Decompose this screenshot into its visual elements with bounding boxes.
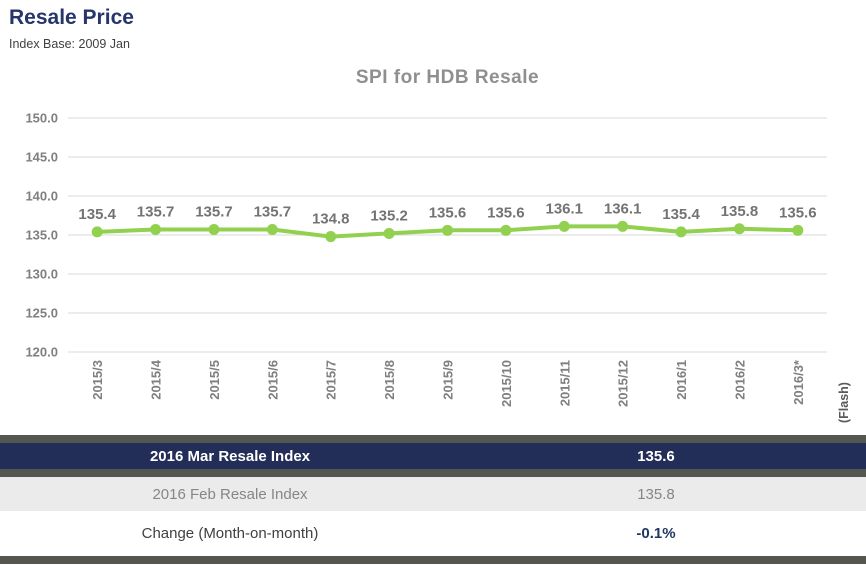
x-axis-tick-label: 2016/3*: [791, 359, 806, 405]
y-axis-tick-label: 130.0: [25, 267, 58, 282]
row-label: 2016 Mar Resale Index: [149, 447, 311, 465]
data-point-marker: [91, 226, 103, 238]
index-base-note: Index Base: 2009 Jan: [9, 37, 130, 51]
summary-table: 2016 Mar Resale Index 135.6 2016 Feb Res…: [0, 435, 866, 564]
x-axis-tick-label: 2015/6: [265, 360, 280, 400]
y-axis-tick-label: 150.0: [25, 111, 58, 126]
data-point-marker: [383, 227, 395, 239]
table-row-change: Change (Month-on-month) -0.1%: [0, 511, 866, 556]
data-point-label: 135.6: [429, 204, 467, 221]
data-point-label: 134.8: [312, 211, 350, 228]
table-separator-top: [0, 435, 866, 443]
chart-title: SPI for HDB Resale: [355, 67, 540, 88]
data-point-label: 135.6: [779, 204, 817, 221]
page-title: Resale Price: [9, 6, 134, 29]
row-value: 135.6: [637, 447, 675, 465]
row-value: -0.1%: [636, 525, 676, 542]
row-label: Change (Month-on-month): [141, 525, 319, 542]
data-point-label: 135.8: [721, 203, 759, 220]
table-row-current-index: 2016 Mar Resale Index 135.6: [0, 443, 866, 469]
x-axis-tick-label: 2015/12: [616, 360, 631, 407]
table-separator-bottom: [0, 556, 866, 564]
x-axis-tick-label: 2015/5: [207, 360, 222, 400]
data-point-label: 135.4: [78, 206, 116, 223]
data-point-marker: [500, 224, 512, 236]
data-point-label: 135.7: [254, 204, 292, 221]
data-point-label: 136.1: [604, 200, 642, 217]
data-point-marker: [442, 224, 453, 236]
spi-line-chart: 150.0 145.0 140.0 135.0 130.0 125.0 120.0 135.4…: [25, 111, 851, 424]
x-axis-tick-label: 2015/3: [90, 360, 105, 400]
data-point-label: 135.4: [662, 206, 700, 223]
row-value: 135.8: [637, 485, 675, 503]
data-point-marker: [675, 226, 687, 238]
table-separator-mid: [0, 469, 866, 477]
x-axis-tick-label: 2016/1: [674, 360, 689, 400]
data-point-marker: [733, 223, 745, 235]
data-point-marker: [617, 220, 629, 232]
x-axis-tick-label: 2015/4: [149, 359, 164, 400]
y-axis-tick-label: 140.0: [25, 189, 58, 204]
x-axis-tick-label: 2015/7: [324, 360, 339, 400]
x-axis-tick-label: 2015/10: [499, 360, 514, 407]
data-point-label: 135.7: [137, 204, 175, 221]
row-label: 2016 Feb Resale Index: [152, 485, 308, 503]
data-point-marker: [208, 224, 220, 236]
y-axis-tick-label: 120.0: [25, 345, 58, 360]
data-point-label: 135.6: [487, 204, 525, 221]
data-point-marker: [325, 231, 337, 243]
x-axis-tick-label: 2015/11: [557, 360, 572, 406]
data-point-marker: [266, 224, 278, 236]
data-point-marker: [792, 224, 804, 236]
data-point-label: 135.7: [195, 204, 233, 221]
flash-note: (Flash): [837, 382, 851, 423]
table-row-previous-index: 2016 Feb Resale Index 135.8: [0, 477, 866, 511]
x-axis-tick-label: 2015/8: [382, 360, 397, 400]
data-point-label: 136.1: [545, 200, 583, 217]
x-axis-tick-label: 2016/2: [732, 360, 747, 400]
y-axis-tick-label: 145.0: [25, 150, 58, 165]
data-point-label: 135.2: [370, 207, 408, 224]
data-point-marker: [558, 220, 570, 232]
x-axis-tick-label: 2015/9: [441, 360, 456, 400]
y-axis-tick-label: 125.0: [25, 306, 58, 321]
data-point-marker: [150, 224, 162, 236]
y-axis-tick-label: 135.0: [25, 228, 58, 243]
